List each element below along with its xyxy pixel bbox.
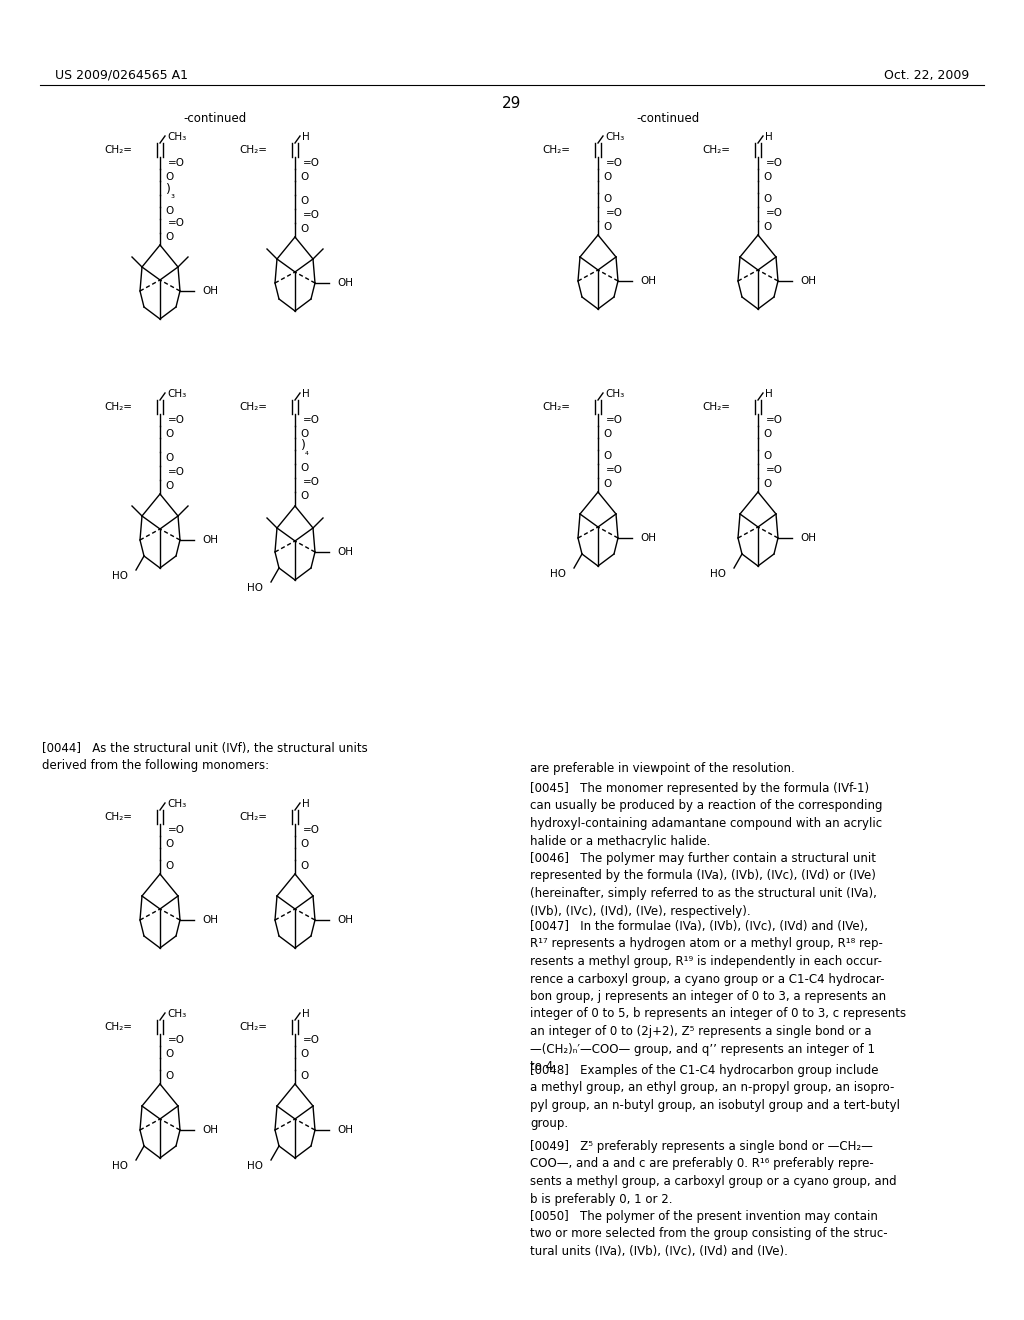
Text: [0050]   The polymer of the present invention may contain
two or more selected f: [0050] The polymer of the present invent… [530, 1210, 888, 1258]
Text: ): ) [301, 440, 306, 453]
Text: OH: OH [202, 286, 218, 296]
Text: O: O [763, 479, 771, 488]
Text: =O: =O [606, 158, 623, 168]
Text: =O: =O [168, 825, 185, 836]
Text: [0049]   Z⁵ preferably represents a single bond or —CH₂—
COO—, and a and c are p: [0049] Z⁵ preferably represents a single… [530, 1140, 897, 1205]
Text: US 2009/0264565 A1: US 2009/0264565 A1 [55, 69, 188, 82]
Text: OH: OH [800, 533, 816, 543]
Text: OH: OH [202, 1125, 218, 1135]
Text: =O: =O [303, 414, 319, 425]
Text: H: H [302, 132, 309, 143]
Text: O: O [300, 861, 308, 871]
Text: OH: OH [202, 535, 218, 545]
Text: OH: OH [800, 276, 816, 286]
Text: O: O [763, 222, 771, 232]
Text: =O: =O [168, 158, 185, 168]
Text: CH₃: CH₃ [605, 132, 625, 143]
Text: CH₃: CH₃ [167, 132, 186, 143]
Text: CH₂=: CH₂= [542, 403, 570, 412]
Text: O: O [165, 429, 173, 440]
Text: [0046]   The polymer may further contain a structural unit
represented by the fo: [0046] The polymer may further contain a… [530, 851, 877, 917]
Text: CH₂=: CH₂= [104, 812, 132, 822]
Text: =O: =O [168, 218, 185, 228]
Text: OH: OH [640, 276, 656, 286]
Text: O: O [763, 172, 771, 182]
Text: =O: =O [606, 465, 623, 475]
Text: CH₂=: CH₂= [542, 145, 570, 154]
Text: OH: OH [337, 279, 353, 288]
Text: H: H [302, 1008, 309, 1019]
Text: =O: =O [168, 467, 185, 477]
Text: O: O [165, 172, 173, 182]
Text: =O: =O [303, 210, 319, 220]
Text: ₄: ₄ [305, 447, 309, 457]
Text: HO: HO [550, 569, 566, 579]
Text: =O: =O [303, 1035, 319, 1045]
Text: O: O [165, 840, 173, 849]
Text: -continued: -continued [183, 111, 247, 124]
Text: CH₂=: CH₂= [239, 812, 267, 822]
Text: CH₃: CH₃ [167, 799, 186, 809]
Text: =O: =O [168, 1035, 185, 1045]
Text: OH: OH [640, 533, 656, 543]
Text: [0044]   As the structural unit (IVf), the structural units
derived from the fol: [0044] As the structural unit (IVf), the… [42, 742, 368, 772]
Text: O: O [300, 195, 308, 206]
Text: O: O [165, 453, 173, 463]
Text: O: O [763, 194, 771, 205]
Text: HO: HO [247, 583, 263, 593]
Text: HO: HO [710, 569, 726, 579]
Text: O: O [300, 840, 308, 849]
Text: =O: =O [766, 414, 783, 425]
Text: =O: =O [303, 825, 319, 836]
Text: CH₂=: CH₂= [104, 403, 132, 412]
Text: [0045]   The monomer represented by the formula (IVf-1)
can usually be produced : [0045] The monomer represented by the fo… [530, 781, 883, 847]
Text: H: H [302, 389, 309, 399]
Text: ₃: ₃ [170, 190, 174, 201]
Text: -continued: -continued [636, 111, 699, 124]
Text: HO: HO [112, 1162, 128, 1171]
Text: =O: =O [606, 209, 623, 218]
Text: CH₂=: CH₂= [104, 145, 132, 154]
Text: O: O [165, 1049, 173, 1059]
Text: =O: =O [766, 465, 783, 475]
Text: OH: OH [337, 915, 353, 925]
Text: CH₂=: CH₂= [239, 403, 267, 412]
Text: O: O [763, 429, 771, 440]
Text: O: O [603, 429, 611, 440]
Text: O: O [603, 479, 611, 488]
Text: H: H [302, 799, 309, 809]
Text: are preferable in viewpoint of the resolution.: are preferable in viewpoint of the resol… [530, 762, 795, 775]
Text: [0047]   In the formulae (IVa), (IVb), (IVc), (IVd) and (IVe),
R¹⁷ represents a : [0047] In the formulae (IVa), (IVb), (IV… [530, 920, 906, 1073]
Text: =O: =O [766, 209, 783, 218]
Text: HO: HO [112, 572, 128, 581]
Text: O: O [763, 451, 771, 461]
Text: =O: =O [606, 414, 623, 425]
Text: OH: OH [202, 915, 218, 925]
Text: H: H [765, 132, 773, 143]
Text: O: O [165, 1071, 173, 1081]
Text: O: O [603, 194, 611, 205]
Text: O: O [603, 222, 611, 232]
Text: O: O [165, 480, 173, 491]
Text: =O: =O [303, 477, 319, 487]
Text: O: O [300, 491, 308, 502]
Text: O: O [603, 451, 611, 461]
Text: O: O [603, 172, 611, 182]
Text: CH₃: CH₃ [167, 389, 186, 399]
Text: O: O [300, 1049, 308, 1059]
Text: =O: =O [168, 414, 185, 425]
Text: OH: OH [337, 546, 353, 557]
Text: 29: 29 [503, 95, 521, 111]
Text: CH₂=: CH₂= [702, 145, 730, 154]
Text: CH₂=: CH₂= [104, 1022, 132, 1032]
Text: H: H [765, 389, 773, 399]
Text: CH₃: CH₃ [167, 1008, 186, 1019]
Text: O: O [300, 429, 308, 440]
Text: =O: =O [303, 158, 319, 168]
Text: O: O [300, 463, 308, 473]
Text: CH₂=: CH₂= [239, 145, 267, 154]
Text: HO: HO [247, 1162, 263, 1171]
Text: CH₂=: CH₂= [239, 1022, 267, 1032]
Text: =O: =O [766, 158, 783, 168]
Text: O: O [165, 206, 173, 216]
